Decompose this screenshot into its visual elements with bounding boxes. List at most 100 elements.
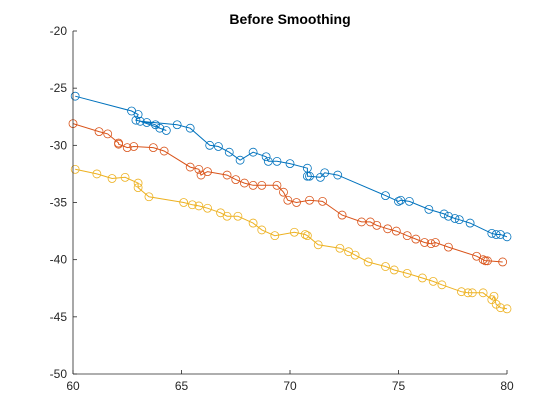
- data-point: [496, 230, 505, 239]
- data-point: [257, 180, 267, 190]
- data-point: [205, 140, 215, 150]
- data-point: [257, 225, 267, 235]
- data-point: [439, 209, 449, 219]
- data-point: [402, 231, 412, 241]
- y-ticks: -50 -45 -40 -35 -30 -25 -20: [50, 24, 77, 381]
- data-point: [155, 123, 165, 133]
- data-point: [502, 304, 512, 314]
- data-point: [161, 126, 171, 135]
- data-point: [94, 127, 104, 137]
- plot-area: [73, 31, 507, 374]
- y-tick-label: -40: [50, 253, 68, 267]
- data-point: [437, 280, 447, 290]
- series-1: [70, 91, 512, 242]
- data-point: [428, 276, 438, 286]
- x-tick-label: 70: [283, 379, 297, 393]
- x-tick-label: 80: [500, 379, 514, 393]
- y-tick-label: -50: [50, 367, 68, 381]
- data-point: [383, 224, 393, 234]
- data-point: [248, 218, 258, 228]
- data-point: [480, 256, 490, 266]
- y-tick-label: -20: [50, 24, 68, 38]
- data-point: [426, 239, 436, 249]
- data-point: [337, 210, 347, 220]
- data-point: [417, 273, 427, 283]
- series-3: [70, 164, 512, 314]
- data-point: [489, 291, 499, 301]
- data-point: [279, 187, 288, 197]
- data-point: [185, 162, 195, 172]
- data-point: [391, 226, 401, 236]
- data-point: [194, 201, 204, 211]
- data-point: [396, 195, 406, 205]
- data-point: [135, 116, 145, 126]
- data-point: [261, 152, 271, 162]
- data-point: [498, 257, 508, 267]
- data-point: [420, 238, 429, 247]
- data-point: [148, 143, 158, 153]
- series-line: [72, 123, 503, 263]
- data-point: [394, 196, 403, 206]
- data-point: [285, 159, 295, 169]
- data-point: [381, 262, 390, 271]
- data-point: [465, 218, 475, 228]
- data-point: [222, 170, 232, 180]
- y-tick-label: -25: [50, 81, 68, 95]
- data-point: [172, 120, 182, 130]
- data-point: [305, 195, 314, 205]
- data-point: [133, 183, 143, 193]
- x-tick-label: 65: [175, 379, 189, 393]
- data-point: [248, 147, 258, 157]
- y-tick-label: -45: [50, 310, 68, 324]
- data-point: [272, 180, 282, 190]
- data-point: [159, 146, 169, 156]
- data-point: [213, 142, 223, 151]
- data-point: [335, 243, 345, 253]
- data-point: [222, 211, 232, 221]
- data-point: [454, 215, 464, 225]
- data-point: [270, 231, 280, 241]
- data-point: [389, 265, 399, 275]
- data-point: [179, 198, 189, 207]
- data-point: [483, 256, 492, 266]
- series-line: [75, 168, 508, 310]
- data-point: [224, 147, 234, 157]
- data-point: [114, 139, 123, 149]
- data-point: [381, 191, 390, 201]
- data-point: [478, 288, 488, 298]
- data-point: [107, 174, 117, 183]
- data-point: [194, 164, 204, 174]
- data-point: [272, 156, 282, 166]
- data-point: [478, 255, 488, 265]
- y-tick-label: -35: [50, 196, 68, 210]
- data-point: [103, 129, 113, 139]
- data-point: [318, 196, 327, 206]
- data-point: [467, 288, 477, 298]
- data-point: [131, 115, 141, 125]
- series-2: [68, 119, 508, 267]
- x-tick-label: 60: [66, 379, 80, 393]
- data-point: [487, 228, 497, 238]
- data-point: [233, 211, 243, 221]
- data-point: [289, 227, 299, 237]
- data-point: [283, 195, 293, 205]
- data-point: [430, 238, 440, 247]
- data-point: [302, 231, 312, 241]
- data-point: [444, 242, 453, 252]
- data-point: [320, 168, 330, 178]
- data-point: [333, 170, 343, 180]
- data-point: [263, 156, 273, 166]
- data-point: [122, 143, 132, 153]
- x-tick-label: 75: [392, 379, 406, 393]
- data-point: [350, 250, 360, 260]
- data-point: [491, 230, 501, 239]
- data-point: [305, 171, 314, 181]
- data-point: [235, 155, 245, 165]
- data-point: [70, 91, 80, 101]
- data-point: [411, 234, 421, 244]
- data-point: [231, 175, 241, 185]
- data-point: [240, 178, 249, 188]
- data-point: [357, 217, 367, 227]
- data-point: [402, 268, 412, 278]
